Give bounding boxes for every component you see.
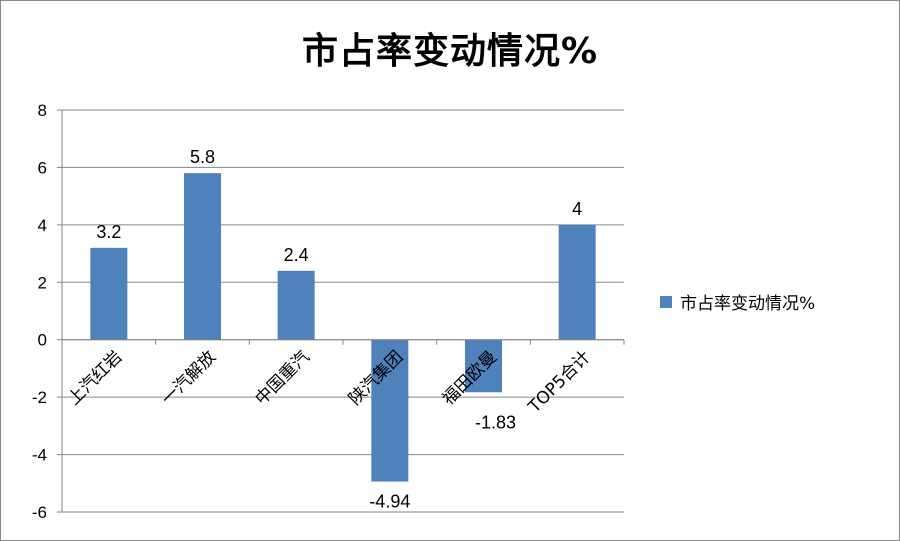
data-label: -4.94 <box>369 492 410 512</box>
y-tick-label: -6 <box>32 503 47 522</box>
bar-6 <box>558 224 596 340</box>
data-label: 5.8 <box>190 147 215 167</box>
legend-label: 市占率变动情况% <box>680 294 816 314</box>
legend-swatch <box>660 295 672 308</box>
y-tick-label: 4 <box>38 216 47 235</box>
bar-4 <box>371 339 409 482</box>
y-tick-label: 2 <box>38 273 47 292</box>
x-category-label: 上汽红岩 <box>64 347 126 409</box>
y-tick-label: 0 <box>38 331 47 350</box>
x-category-label: 中国重汽 <box>251 347 313 409</box>
y-tick-label: -2 <box>32 388 47 407</box>
y-tick-label: 8 <box>38 101 47 120</box>
bar-1 <box>90 247 128 340</box>
data-label: 2.4 <box>284 245 309 265</box>
x-category-label: 一汽解放 <box>158 347 220 409</box>
chart-title: 市占率变动情况% <box>301 31 599 72</box>
bar-5 <box>465 339 502 393</box>
x-category-label: TOP5合计 <box>524 347 595 418</box>
bar-3 <box>277 270 315 340</box>
legend: 市占率变动情况% <box>660 289 815 314</box>
data-label: -1.83 <box>475 412 516 432</box>
y-tick-label: 6 <box>38 158 47 177</box>
data-label: 3.2 <box>96 222 121 242</box>
y-tick-label: -4 <box>32 446 47 465</box>
bar-2 <box>184 173 221 340</box>
data-label: 4 <box>572 199 582 219</box>
